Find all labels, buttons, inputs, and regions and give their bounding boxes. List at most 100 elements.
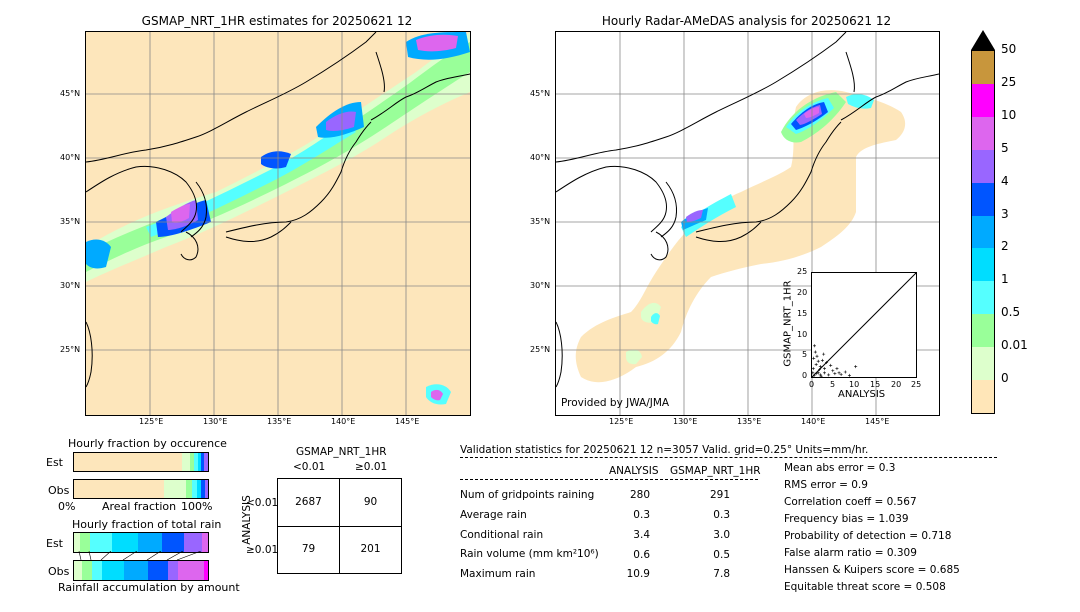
left-map-canvas [86,32,470,415]
total-obs-bar [73,560,209,581]
stat-row-gsmap: 0.3 [713,509,730,521]
validation-divider [460,457,997,458]
right-lon-tick: 130°E [673,417,698,426]
radar-credit: Provided by JWA/JMA [561,397,670,409]
scatter-y-tick: 15 [797,309,808,318]
contingency-cell-b: 90 [363,496,378,508]
scatter-point [822,352,826,356]
scatter-point [817,368,821,372]
scatter-point [816,371,820,375]
colorbar-label: 0.5 [1001,305,1021,320]
colorbar-segment [972,380,994,413]
contingency-cell-c: 79 [301,543,316,555]
occurrence-axis-left: 0% [58,500,76,513]
scatter-point [843,370,847,374]
colorbar-segment [972,248,994,282]
score-correlation: Correlation coeff = 0.567 [784,496,917,508]
colorbar-label: 0 [1001,371,1009,386]
scatter-point [814,363,818,367]
stat-row-gsmap: 3.0 [713,529,730,541]
stat-row-analysis: 10.9 [626,568,650,580]
scatter-y-tick: 0 [802,371,808,380]
scatter-point [833,372,837,376]
contingency-row2: ≥0.01 [246,544,279,556]
right-map-canvas [556,32,939,415]
scatter-x-tick: 10 [849,380,860,389]
score-rms: RMS error = 0.9 [784,479,868,491]
stat-row-analysis: 3.4 [633,529,650,541]
scatter-y-tick: 5 [802,350,808,359]
scatter-point [854,365,858,369]
right-lon-tick: 145°E [865,417,890,426]
colorbar-segment [972,149,994,183]
scatter-point [820,358,824,362]
occurrence-title: Hourly fraction by occurence [68,437,227,450]
colorbar [971,50,995,414]
scatter-y-tick: 20 [797,288,808,297]
scatter-point [837,371,841,375]
contingency-col1: <0.01 [293,461,326,473]
score-far: False alarm ratio = 0.309 [784,547,917,559]
contingency-table: 2687 90 79 201 [277,478,402,574]
left-map-title: GSMAP_NRT_1HR estimates for 20250621 12 [141,14,413,28]
contingency-row1: <0.01 [246,497,279,509]
colorbar-label: 10 [1001,107,1017,122]
right-lon-tick: 125°E [609,417,634,426]
scatter-x-tick: 20 [891,380,902,389]
total-est-label: Est [46,537,63,550]
right-lat-tick: 25°N [530,345,551,354]
stat-row-analysis: 280 [629,489,650,501]
occurrence-obs-label: Obs [48,484,70,497]
right-lat-tick: 40°N [530,153,551,162]
total-obs-label: Obs [48,565,70,578]
contingency-cell-d: 201 [360,543,381,555]
stat-row-gsmap: 291 [709,489,730,501]
scatter-plot [811,272,917,378]
scatter-point [811,367,815,371]
colorbar-segment [972,281,994,315]
scatter-inset [811,272,917,378]
total-footer: Rainfall accumulation by amount [58,581,240,594]
right-lat-tick: 35°N [530,217,551,226]
stat-row-analysis: 0.6 [633,549,650,561]
colorbar-segment [972,347,994,381]
stat-row-label: Maximum rain [460,568,536,580]
contingency-header: GSMAP_NRT_1HR [296,446,387,458]
scatter-point [812,356,816,360]
occurrence-obs-bar [73,479,209,499]
stat-row-label: Average rain [460,509,527,521]
colorbar-label: 3 [1001,206,1009,221]
stat-row-label: Num of gridpoints raining [460,489,595,501]
left-lon-tick: 125°E [139,417,164,426]
scatter-point [818,365,822,369]
left-lat-tick: 35°N [60,217,81,226]
scatter-y-tick: 25 [797,267,808,276]
total-title: Hourly fraction of total rain [72,518,222,531]
scatter-point [812,374,816,378]
stat-row-gsmap: 7.8 [713,568,730,580]
occurrence-est-bar [73,452,209,472]
right-map: Provided by JWA/JMA 25 20 15 10 5 0 0 5 … [555,31,940,416]
validation-col-gsmap: GSMAP_NRT_1HR [670,465,761,477]
occurrence-axis-label: Areal fraction [102,500,177,513]
scatter-point [815,354,819,358]
scatter-xlabel: ANALYSIS [838,389,886,400]
contingency-cell-a: 2687 [295,496,322,508]
scatter-x-tick: 15 [870,380,881,389]
colorbar-label: 50 [1001,42,1017,56]
right-lat-tick: 30°N [530,281,551,290]
scatter-point [829,363,833,367]
left-lon-tick: 145°E [395,417,420,426]
colorbar-label: 5 [1001,140,1009,155]
total-est-bar [73,532,209,553]
scatter-point [847,373,851,377]
occurrence-axis-right: 100% [181,500,213,513]
validation-col-analysis: ANALYSIS [609,465,659,477]
colorbar-segment [972,182,994,216]
colorbar-label: 2 [1001,239,1009,254]
scatter-point [822,367,826,371]
colorbar-segment [972,215,994,249]
scatter-point [835,367,839,371]
diagonal-line [811,272,917,378]
colorbar-segment [972,314,994,348]
